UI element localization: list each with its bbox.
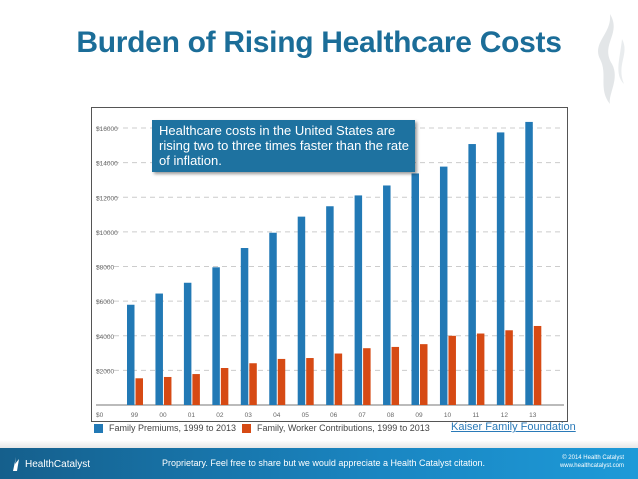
flame-watermark-icon xyxy=(598,14,625,104)
x-tick-label: 01 xyxy=(188,412,196,419)
bar-contribution xyxy=(249,363,257,405)
legend-label: Family, Worker Contributions, 1999 to 20… xyxy=(257,423,430,433)
bar-premium xyxy=(326,206,334,405)
bar-contribution xyxy=(334,353,343,405)
bar-premium xyxy=(212,267,220,405)
footer-bar: HealthCatalyst Proprietary. Feel free to… xyxy=(0,448,638,479)
copyright-text: © 2014 Health Catalyst xyxy=(562,455,624,461)
x-tick-label: 10 xyxy=(444,412,452,419)
bar-contribution xyxy=(476,333,485,405)
copyright: © 2014 Health Catalyst www.healthcatalys… xyxy=(560,454,624,470)
bar-premium xyxy=(411,173,419,405)
legend-swatch-orange xyxy=(242,423,251,433)
proprietary-notice: Proprietary. Feel free to share but we w… xyxy=(162,458,485,468)
x-tick-label: 12 xyxy=(501,412,509,419)
website-text: www.healthcatalyst.com xyxy=(559,463,624,469)
legend-item-premiums: Family Premiums, 1999 to 2013 xyxy=(94,423,236,433)
bar-premium xyxy=(127,304,135,405)
y-tick-label: $2000 xyxy=(96,368,114,375)
callout-box: Healthcare costs in the United States ar… xyxy=(152,120,415,172)
bar-premium xyxy=(439,166,448,405)
y-tick-label: $14000 xyxy=(96,161,118,168)
bar-chart: $0 $2000 $4000 $6000 $8000 $10000 $12000 $14000… xyxy=(96,121,564,419)
legend-swatch-blue xyxy=(94,423,103,433)
bar-premium xyxy=(183,282,192,405)
x-tick-label: 03 xyxy=(245,412,253,419)
y-tick-label: $12000 xyxy=(96,195,118,202)
x-tick-label: 06 xyxy=(330,412,338,419)
bar-premium xyxy=(525,121,533,405)
x-tick-label: 13 xyxy=(529,412,537,419)
bar-premium xyxy=(269,232,277,405)
logo-flame-icon xyxy=(13,457,19,471)
bar-contribution xyxy=(220,368,229,405)
bar-contribution xyxy=(192,374,200,405)
x-tick-label: 05 xyxy=(302,412,310,419)
y-tick-label: $16000 xyxy=(96,126,118,133)
health-catalyst-logo: HealthCatalyst xyxy=(10,457,90,471)
footer-shadow xyxy=(0,440,638,448)
y-tick-label: $4000 xyxy=(96,334,114,341)
legend-item-contributions: Family, Worker Contributions, 1999 to 20… xyxy=(242,423,430,433)
y-tick-label: $6000 xyxy=(96,299,114,306)
bar-premium xyxy=(297,216,306,405)
bar-contribution xyxy=(533,325,542,405)
bar-contribution xyxy=(391,346,400,405)
x-tick-label: 08 xyxy=(387,412,395,419)
bar-premium xyxy=(468,144,476,405)
bar-contribution xyxy=(505,330,513,405)
bar-contribution xyxy=(420,344,428,405)
y-tick-label: $10000 xyxy=(96,230,118,237)
x-tick-label: 07 xyxy=(358,412,366,419)
logo-text: HealthCatalyst xyxy=(25,458,91,470)
slide-title: Burden of Rising Healthcare Costs xyxy=(76,26,562,59)
source-link[interactable]: Kaiser Family Foundation xyxy=(451,421,576,433)
bar-premium xyxy=(155,293,163,405)
x-tick-label: 11 xyxy=(473,412,480,419)
bar-contribution xyxy=(163,376,172,405)
legend-label: Family Premiums, 1999 to 2013 xyxy=(109,423,237,433)
bar-contribution xyxy=(363,348,371,405)
bar-contribution xyxy=(135,378,143,405)
x-tick-label: 09 xyxy=(415,412,423,419)
x-tick-label: 04 xyxy=(273,412,281,419)
bar-premium xyxy=(354,195,363,405)
bar-contribution xyxy=(306,358,314,405)
x-tick-label: 99 xyxy=(131,412,139,419)
bar-premium xyxy=(496,132,505,406)
bar-contribution xyxy=(277,358,286,405)
y-tick-label: $8000 xyxy=(96,265,114,272)
x-tick-label: 02 xyxy=(216,412,224,419)
bar-contribution xyxy=(448,335,456,405)
y-tick-label: $0 xyxy=(96,412,104,419)
bar-premium xyxy=(240,248,249,405)
x-tick-label: 00 xyxy=(159,412,167,419)
bar-premium xyxy=(383,185,391,405)
